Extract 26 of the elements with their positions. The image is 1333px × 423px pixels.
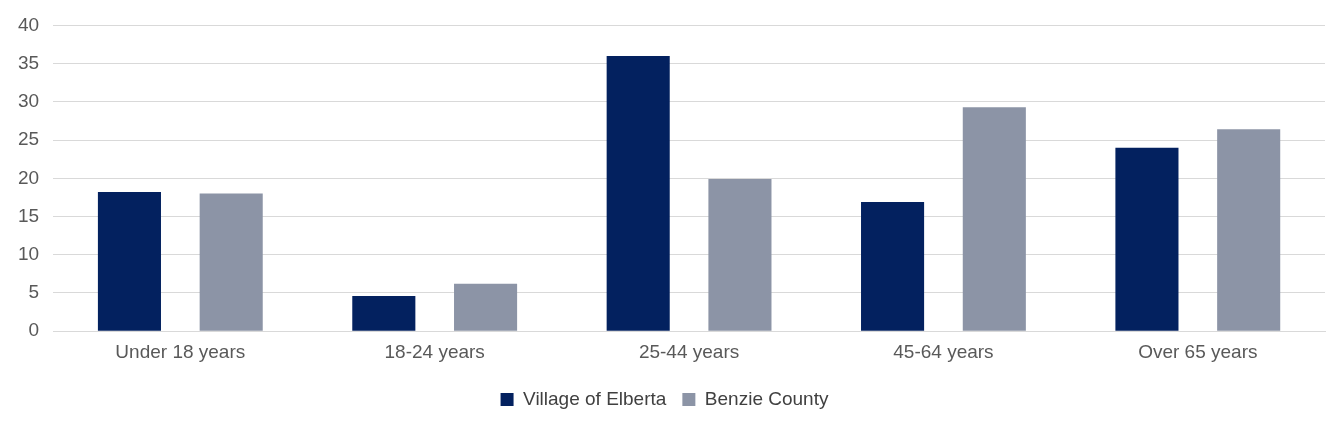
y-tick-label: 25: [17, 128, 40, 150]
bar: [97, 192, 161, 331]
legend-label: Village of Elberta: [523, 387, 667, 409]
y-tick-label: 30: [17, 90, 40, 112]
x-tick-label: 25-44 years: [638, 340, 740, 362]
legend-label: Benzie County: [704, 387, 829, 409]
y-tick-label: 10: [17, 242, 40, 264]
y-tick-label: 15: [17, 204, 40, 226]
y-tick-label: 5: [28, 281, 40, 303]
y-tick-label: 20: [17, 166, 40, 188]
bar: [454, 283, 518, 331]
bar: [199, 193, 263, 331]
bar: [1217, 129, 1281, 331]
x-tick-label: 18-24 years: [384, 340, 485, 362]
x-tick-label: Over 65 years: [1138, 340, 1258, 362]
bar: [861, 202, 925, 331]
bar: [352, 296, 416, 331]
x-tick-label: Under 18 years: [115, 340, 246, 362]
x-tick-label: 45-64 years: [893, 340, 994, 362]
y-tick-label: 35: [17, 51, 40, 73]
bar: [606, 55, 670, 331]
bar: [708, 179, 772, 331]
y-tick-label: 40: [17, 13, 40, 35]
bar: [962, 107, 1026, 331]
y-tick-label: 0: [28, 319, 40, 341]
bar: [1115, 147, 1179, 331]
